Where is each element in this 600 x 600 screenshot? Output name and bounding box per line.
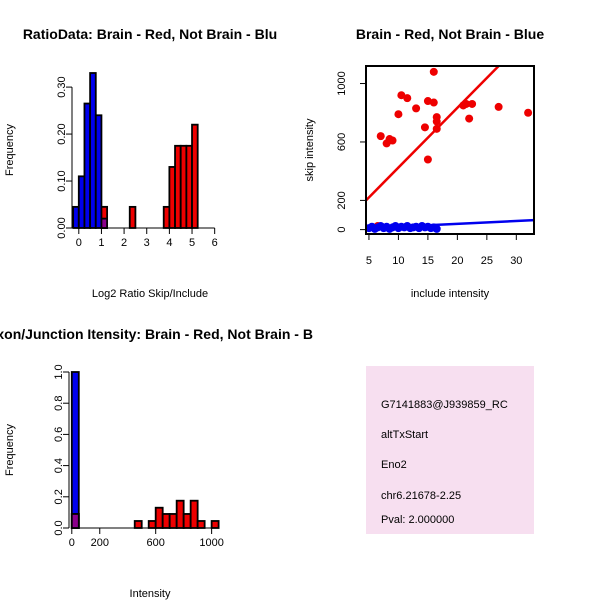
intensity-bar-red — [168, 513, 178, 529]
scatter-point-red — [432, 113, 441, 122]
info-id: G7141883@J939859_RC — [381, 399, 508, 411]
intensity-bar-red — [210, 520, 220, 529]
scatter-point-red — [468, 99, 477, 108]
ratio-bar-purple — [100, 217, 109, 229]
intensity-x-tick-label: 600 — [147, 537, 165, 549]
intensity-bar-blue — [70, 371, 80, 529]
scatter-y-tick-label: 600 — [336, 133, 348, 151]
scatter-x-tick-label: 30 — [510, 255, 522, 267]
scatter-point-red — [388, 136, 397, 145]
intensity-histogram-panel: Exon/Junction Itensity: Brain - Red, Not… — [0, 326, 313, 600]
intensity-x-tick-label: 0 — [69, 537, 75, 549]
ratio-x-tick-label: 0 — [76, 237, 82, 249]
scatter-point-red — [524, 108, 533, 117]
scatter-x-tick-label: 20 — [451, 255, 463, 267]
ratio-x-tick-label: 6 — [212, 237, 218, 249]
info-panel: G7141883@J939859_RC altTxStart Eno2 chr6… — [366, 366, 534, 534]
intensity-y-tick-label: 0.8 — [53, 396, 65, 411]
intensity-bar-red — [175, 499, 185, 529]
ratio-bar-red — [128, 205, 137, 229]
intensity-histogram-title: Exon/Junction Itensity: Brain - Red, Not… — [0, 326, 313, 342]
ratio-y-tick-label: 0.00 — [56, 217, 68, 238]
intensity-bar-red — [133, 520, 143, 529]
scatter-point-red — [394, 110, 403, 119]
intensity-histogram-xlabel: Intensity — [130, 588, 171, 600]
scatter-point-red — [465, 114, 474, 123]
ratio-histogram-ylabel: Frequency — [4, 124, 16, 176]
intensity-y-tick-label: 1.0 — [53, 364, 65, 379]
info-location: chr6.21678-2.25 — [381, 490, 461, 502]
scatter-fit-line-blue — [366, 218, 534, 230]
scatter-frame — [365, 65, 535, 235]
intensity-bar-red — [161, 513, 171, 529]
ratio-y-tick-label: 0.10 — [56, 170, 68, 191]
ratio-x-tick-label: 4 — [166, 237, 172, 249]
scatter-points — [366, 66, 534, 233]
intensity-bar-red — [189, 499, 199, 529]
intensity-bar-red — [147, 520, 157, 529]
ratio-x-tick-label: 3 — [144, 237, 150, 249]
scatter-x-tick-label: 10 — [392, 255, 404, 267]
scatter-y-tick-label: 200 — [336, 191, 348, 209]
ratio-y-tick-label: 0.30 — [56, 76, 68, 97]
scatter-point-red — [397, 91, 406, 100]
ratio-histogram-xlabel: Log2 Ratio Skip/Include — [92, 288, 208, 300]
scatter-axes: 5 10 15 20 25 30 0 200 600 1000 — [336, 65, 535, 267]
ratio-y-tick-label: 0.20 — [56, 123, 68, 144]
ratio-histogram-panel: RatioData: Brain - Red, Not Brain - Blu … — [4, 26, 277, 300]
scatter-point-red — [423, 155, 432, 164]
scatter-point-red — [494, 102, 503, 111]
scatter-fit-line-red — [366, 66, 500, 202]
intensity-y-tick-label: 0.6 — [53, 427, 65, 442]
scatter-point-red — [412, 104, 421, 113]
scatter-point-red — [403, 94, 412, 103]
scatter-x-tick-label: 25 — [481, 255, 493, 267]
scatter-xlabel: include intensity — [411, 288, 490, 300]
intensity-bar-red — [182, 513, 192, 529]
intensity-x-tick-label: 200 — [91, 537, 109, 549]
intensity-bar-red — [154, 506, 164, 529]
ratio-histogram-title: RatioData: Brain - Red, Not Brain - Blu — [23, 26, 277, 42]
scatter-point-red — [429, 98, 438, 107]
ratio-bar-red — [191, 123, 199, 229]
scatter-point-blue — [432, 224, 441, 233]
intensity-y-tick-label: 0.2 — [53, 489, 65, 504]
scatter-plot-area — [366, 66, 534, 233]
intensity-histogram-bars — [70, 371, 220, 529]
scatter-point-red — [376, 132, 385, 141]
info-gene: Eno2 — [381, 459, 407, 471]
intensity-x-tick-label: 1000 — [199, 537, 223, 549]
ratio-histogram-axes: 0 1 2 3 4 5 6 0.00 0.10 0.20 0.30 — [56, 76, 218, 249]
intensity-y-tick-label: 0.0 — [53, 520, 65, 535]
scatter-point-red — [429, 67, 438, 76]
scatter-ylabel: skip intensity — [304, 118, 316, 181]
intensity-histogram-ylabel: Frequency — [4, 424, 16, 476]
scatter-title: Brain - Red, Not Brain - Blue — [356, 26, 544, 42]
info-pval: Pval: 2.000000 — [381, 514, 454, 526]
intensity-bar-red — [196, 520, 206, 529]
scatter-x-tick-label: 5 — [366, 255, 372, 267]
ratio-x-tick-label: 2 — [121, 237, 127, 249]
scatter-point-red — [420, 123, 429, 132]
scatter-y-tick-label: 1000 — [336, 71, 348, 95]
scatter-y-tick-label: 0 — [336, 227, 348, 233]
ratio-x-tick-label: 1 — [98, 237, 104, 249]
ratio-x-tick-label: 5 — [189, 237, 195, 249]
info-box-background — [366, 366, 534, 534]
scatter-panel: Brain - Red, Not Brain - Blue include in… — [304, 26, 544, 300]
info-event-type: altTxStart — [381, 429, 428, 441]
intensity-bar-purple — [70, 513, 80, 529]
intensity-y-tick-label: 0.4 — [53, 458, 65, 473]
intensity-histogram-axes: 0 200 600 1000 0.0 0.2 0.4 0.6 0.8 1.0 — [53, 364, 224, 549]
scatter-x-tick-label: 15 — [422, 255, 434, 267]
